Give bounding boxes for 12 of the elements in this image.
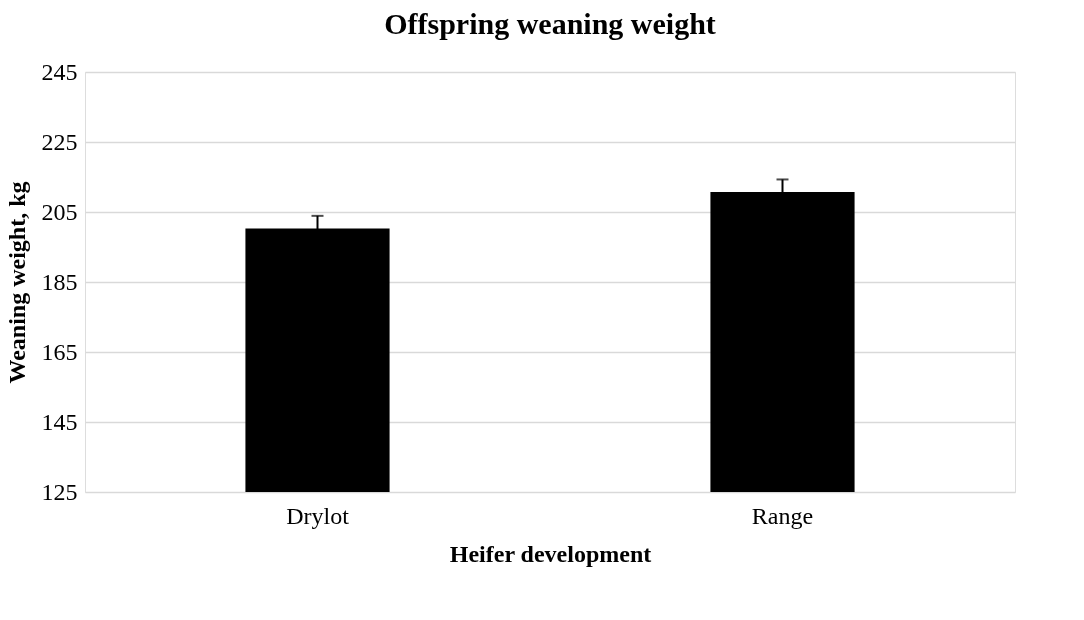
- x-tick-label: Range: [751, 502, 814, 529]
- y-axis-title: Weaning weight, kg: [3, 181, 30, 384]
- y-tick-label: 245: [41, 58, 78, 85]
- y-tick-label: 165: [41, 338, 78, 365]
- y-tick-label: 205: [41, 198, 78, 225]
- y-tick-label: 225: [41, 128, 78, 155]
- x-axis-title: Heifer development: [449, 540, 652, 567]
- y-tick-label: 145: [41, 408, 78, 435]
- chart-title: Offspring weaning weight: [384, 7, 716, 40]
- y-tick-label: 185: [41, 268, 78, 295]
- y-tick-label: 125: [41, 478, 78, 505]
- x-tick-label: Drylot: [286, 502, 350, 529]
